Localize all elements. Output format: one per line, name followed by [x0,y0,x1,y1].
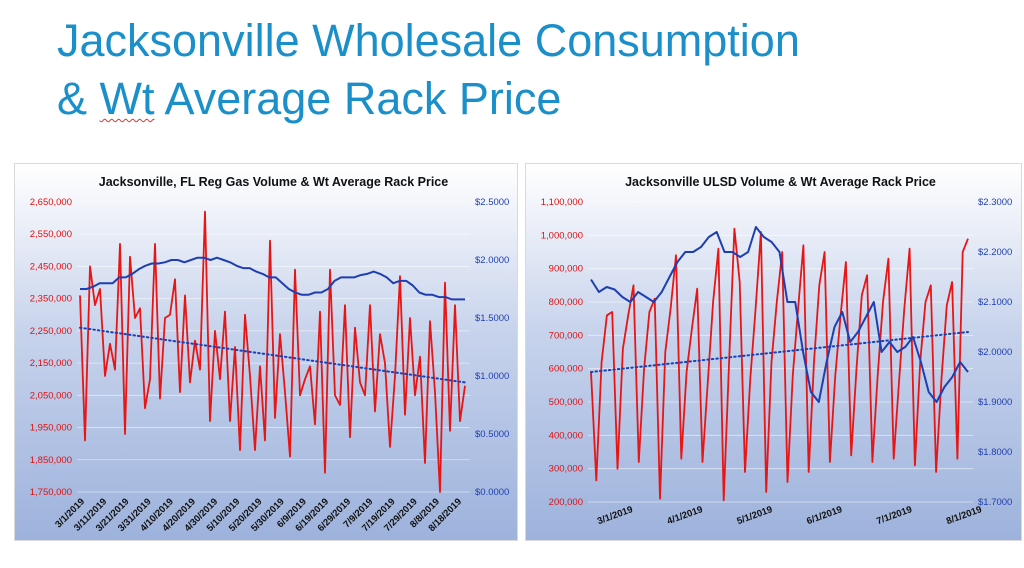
y-right-tick-label: $0.0000 [475,487,509,498]
trend-line [79,326,466,384]
y-left-tick-label: 200,000 [549,497,583,508]
gas-chart: Jacksonville, FL Reg Gas Volume & Wt Ave… [30,175,510,534]
y-left-tick-label: 500,000 [549,397,583,408]
page-title-wt: Wt [99,73,155,124]
volume-series-line [590,227,969,502]
y-left-tick-label: 800,000 [549,297,583,308]
gas-chart-panel: Jacksonville, FL Reg Gas Volume & Wt Ave… [14,163,518,541]
chart-title: Jacksonville, FL Reg Gas Volume & Wt Ave… [99,175,448,189]
x-tick-label: 3/1/2019 [596,504,635,527]
ulsd-chart-panel: Jacksonville ULSD Volume & Wt Average Ra… [525,163,1022,541]
y-right-tick-label: $2.3000 [978,197,1012,208]
x-tick-label: 8/1/2019 [945,504,984,527]
page-title: Jacksonville Wholesale Consumption & Wt … [57,12,957,128]
volume-series-line [79,210,466,493]
y-right-tick-label: $2.1000 [978,297,1012,308]
y-right-tick-label: $1.9000 [978,397,1012,408]
y-left-tick-label: 2,250,000 [30,326,72,337]
y-left-tick-label: 2,650,000 [30,197,72,208]
y-left-tick-label: 1,950,000 [30,423,72,434]
y-left-tick-label: 2,150,000 [30,358,72,369]
ulsd-chart: Jacksonville ULSD Volume & Wt Average Ra… [541,175,1013,527]
y-left-tick-label: 1,750,000 [30,487,72,498]
y-left-tick-label: 2,050,000 [30,390,72,401]
y-right-tick-label: $1.8000 [978,447,1012,458]
price-series-line [590,226,969,403]
y-right-tick-label: $1.7000 [978,497,1012,508]
y-left-tick-label: 1,100,000 [541,197,583,208]
y-right-tick-label: $2.0000 [978,347,1012,358]
y-right-tick-label: $1.0000 [475,371,509,382]
y-left-tick-label: 600,000 [549,364,583,375]
price-series-line [80,256,465,301]
x-tick-label: 7/1/2019 [875,504,914,527]
y-left-tick-label: 2,450,000 [30,261,72,272]
y-left-tick-label: 1,000,000 [541,230,583,241]
y-left-tick-label: 400,000 [549,430,583,441]
y-right-tick-label: $2.5000 [475,197,509,208]
page-title-line1: Jacksonville Wholesale Consumption [57,15,800,66]
x-tick-label: 6/1/2019 [805,504,844,527]
y-left-tick-label: 2,350,000 [30,294,72,305]
y-left-tick-label: 2,550,000 [30,229,72,240]
x-tick-label: 5/1/2019 [735,504,774,527]
y-right-tick-label: $2.0000 [475,255,509,266]
y-right-tick-label: $2.2000 [978,247,1012,258]
y-right-tick-label: $1.5000 [475,313,509,324]
y-left-tick-label: 300,000 [549,464,583,475]
x-tick-label: 4/1/2019 [666,504,705,527]
trend-line [590,331,969,373]
chart-title: Jacksonville ULSD Volume & Wt Average Ra… [625,175,936,189]
y-right-tick-label: $0.5000 [475,429,509,440]
page-title-line2: & Wt Average Rack Price [57,73,562,124]
y-left-tick-label: 900,000 [549,264,583,275]
y-left-tick-label: 700,000 [549,330,583,341]
y-left-tick-label: 1,850,000 [30,455,72,466]
